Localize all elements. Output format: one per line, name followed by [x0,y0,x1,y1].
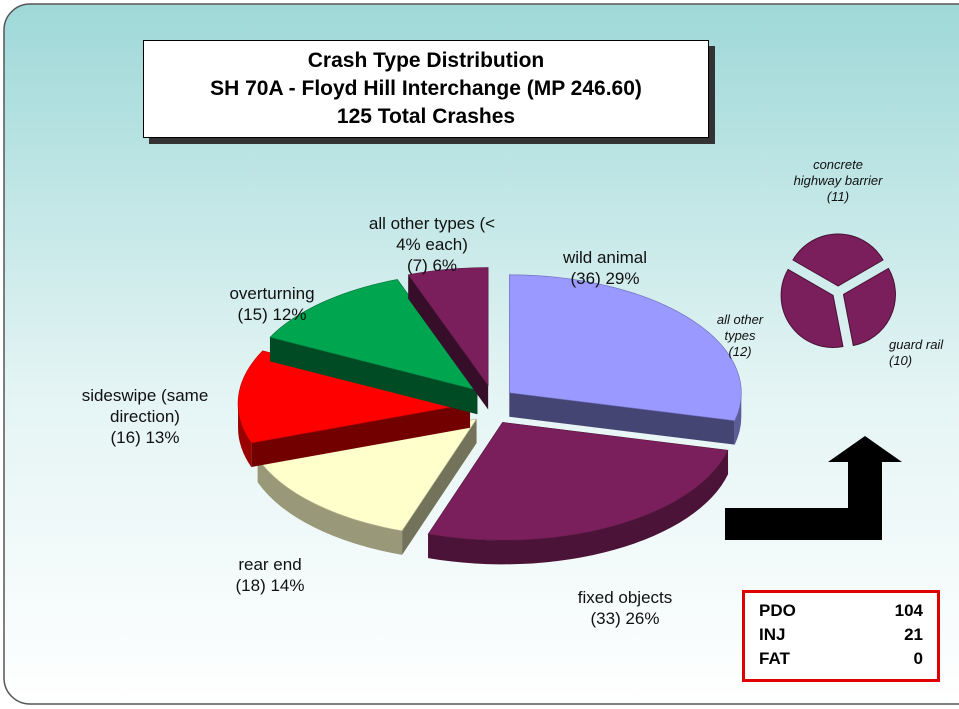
pie-slice [237,350,471,444]
row-value: 21 [904,625,923,644]
pie-slice [842,267,896,347]
slice-side [509,392,735,445]
slice-label: overturning (15) 12% [197,283,347,325]
slice-side [251,403,471,468]
value-label: (16) 13% [110,428,180,447]
category-label: guard rail [889,337,944,352]
value-label: (33) 26% [590,609,660,628]
row-value: 104 [894,601,923,620]
slice-wall [734,392,742,445]
value-label: (36) 29% [570,269,640,288]
pie-slice-group [407,267,489,410]
pie-slice [792,233,884,287]
category-label: overturning [229,284,315,303]
pie-slice-group [269,279,479,415]
slice-label: all other types (< 4% each) (7) 6% [357,213,507,276]
slice-label: all other types (12) [700,312,780,360]
category-label: all other types [716,312,764,343]
category-label: concrete highway barrier [793,157,883,188]
slice-label: guard rail (10) [889,337,959,369]
slice-label: rear end (18) 14% [195,554,345,596]
slice-label: fixed objects (33) 26% [550,587,700,629]
pie-slice [257,418,478,532]
category-label: sideswipe (same direction) [81,386,209,426]
pie-slice-group [508,274,742,445]
row-value: 0 [913,649,923,668]
severity-table: PDO 104 INJ 21 FAT 0 [742,590,940,682]
title-box: Crash Type Distribution SH 70A - Floyd H… [143,40,709,138]
category-label: fixed objects [577,588,673,607]
slice-wall [238,403,252,468]
pie-slice [508,274,742,421]
category-label: all other types (< 4% each) [368,214,496,254]
value-label: (18) 14% [235,576,305,595]
value-label: (15) 12% [237,305,307,324]
slice-label: wild animal (36) 29% [530,247,680,289]
value-label: (7) 6% [406,256,458,275]
slice-side [408,274,489,410]
annotation: 125 Total Crashes [336,105,516,128]
value-label: (11) [826,189,850,204]
slice-label: sideswipe (same direction) (16) 13% [50,385,240,448]
row-label: FAT [759,649,790,668]
pie-slice [269,279,479,391]
pie-slice [407,267,489,387]
category-label: wild animal [562,248,648,267]
arrow [725,436,902,540]
category-label: rear end [238,555,302,574]
value-label: (12) [728,344,752,359]
row-label: PDO [759,601,796,620]
table-row: PDO 104 [759,599,923,623]
pie-slice-group [427,422,729,565]
table-row: INJ 21 [759,623,923,647]
slice-side [402,419,477,555]
chart-title: Crash Type Distribution [307,49,545,72]
chart-subtitle: SH 70A - Floyd Hill Interchange (MP 246.… [210,77,642,100]
pie-slice [780,268,844,348]
slice-side [269,337,478,415]
slice-wall [428,450,729,565]
slice-wall [257,458,403,555]
pie-slice [427,422,729,541]
row-label: INJ [759,625,786,644]
slice-label: concrete highway barrier (11) [793,157,883,205]
table-row: FAT 0 [759,647,923,671]
value-label: (10) [889,353,913,368]
